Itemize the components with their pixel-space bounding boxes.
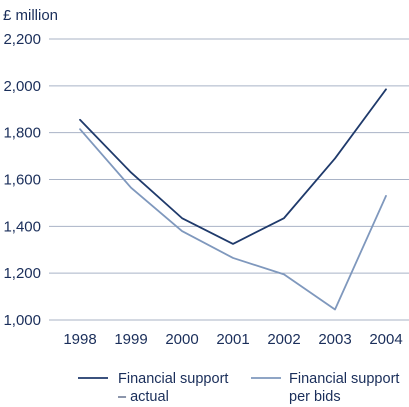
x-tick-label: 2003 — [318, 331, 351, 348]
gridlines — [49, 38, 409, 321]
legend-item-2: Financial support per bids — [251, 371, 399, 405]
legend-label-line: Financial support — [118, 371, 228, 387]
legend-label-line: Financial support — [289, 371, 399, 387]
x-tick-label: 1999 — [114, 331, 147, 348]
y-tick-label: 1,200 — [3, 265, 41, 282]
series-line-1 — [79, 88, 387, 245]
y-axis-unit-label: £ million — [3, 7, 58, 24]
x-tick-label: 1998 — [63, 331, 96, 348]
legend-label-line: per bids — [289, 389, 341, 405]
y-tick-label: 1,400 — [3, 218, 41, 235]
x-tick-label: 2002 — [267, 331, 300, 348]
x-axis-tick-labels: 1998 1999 2000 2001 2002 2003 2004 — [63, 331, 402, 348]
series-lines — [79, 88, 387, 311]
y-axis-tick-labels: 1,000 1,200 1,400 1,600 1,800 2,000 2,200 — [3, 31, 41, 329]
legend-label-line: – actual — [118, 389, 169, 405]
legend-item-1: Financial support – actual — [78, 371, 228, 405]
series-line-2 — [79, 128, 387, 311]
y-tick-label: 2,000 — [3, 78, 41, 95]
y-tick-label: 1,800 — [3, 125, 41, 142]
x-tick-label: 2000 — [165, 331, 198, 348]
y-tick-label: 1,000 — [3, 312, 41, 329]
x-tick-label: 2004 — [369, 331, 402, 348]
x-tick-label: 2001 — [216, 331, 249, 348]
y-tick-label: 2,200 — [3, 31, 41, 48]
y-tick-label: 1,600 — [3, 172, 41, 189]
